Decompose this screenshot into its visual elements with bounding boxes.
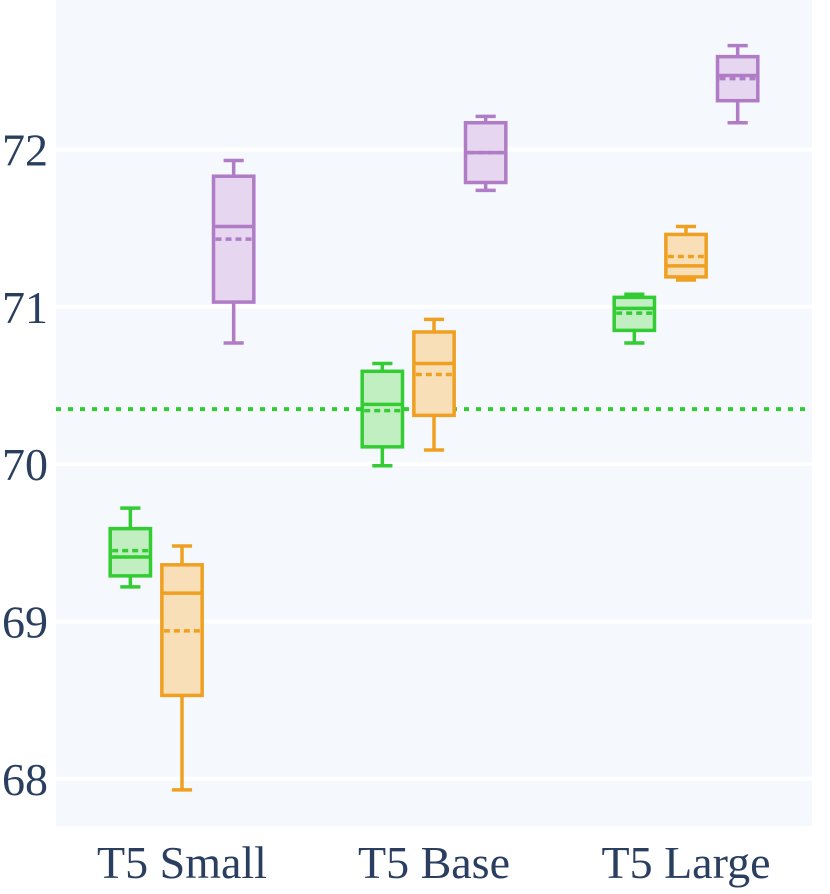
box-2-2 (715, 43, 760, 125)
x-tick-label-2: T5 Large (601, 837, 770, 888)
box-2-1 (664, 224, 708, 282)
y-tick-label-69: 69 (2, 596, 48, 647)
box-1-1 (412, 317, 456, 452)
box-0-1 (160, 544, 204, 792)
box-0-0 (108, 506, 153, 589)
y-tick-label-68: 68 (2, 754, 48, 805)
box-2-0 (612, 292, 657, 345)
y-tick-label-70: 70 (2, 439, 48, 490)
box-1-2 (463, 114, 508, 193)
box-1-0 (360, 361, 405, 468)
y-tick-label-72: 72 (2, 124, 48, 175)
box-0-2 (211, 158, 256, 345)
y-tick-label-71: 71 (2, 282, 48, 333)
x-tick-label-1: T5 Base (358, 837, 510, 888)
x-tick-label-0: T5 Small (97, 837, 267, 888)
